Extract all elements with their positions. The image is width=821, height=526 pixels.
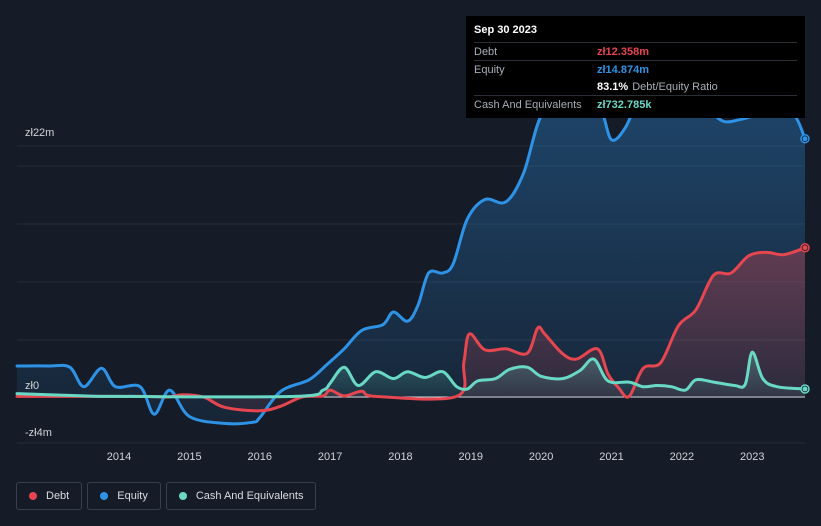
tooltip-panel: Sep 30 2023 Debt zł12.358m Equity zł14.8… (466, 16, 805, 118)
tooltip-value: zł12.358m (597, 45, 649, 58)
tooltip-row-cash: Cash And Equivalents zł732.785k (474, 95, 797, 113)
tooltip-row-equity: Equity zł14.874m (474, 60, 797, 78)
x-tick-label: 2019 (459, 451, 483, 463)
x-tick-label: 2023 (740, 451, 764, 463)
equity-end-dot (802, 136, 808, 142)
tooltip-row-ratio: 83.1% Debt/Equity Ratio (474, 78, 797, 95)
chart-legend: Debt Equity Cash And Equivalents (16, 482, 321, 510)
legend-label: Debt (46, 490, 70, 502)
equity-area (17, 55, 805, 424)
legend-item-equity[interactable]: Equity (87, 482, 161, 510)
tooltip-label: Cash And Equivalents (474, 98, 582, 111)
cash-and-equivalents-area (17, 352, 805, 397)
x-tick-label: 2022 (670, 451, 694, 463)
legend-dot-icon (178, 492, 187, 500)
x-tick-label: 2020 (529, 451, 553, 463)
tooltip-extra: Debt/Equity Ratio (632, 80, 718, 93)
x-tick-label: 2014 (107, 451, 131, 463)
tooltip-label: Equity (474, 63, 505, 76)
x-tick-label: 2016 (247, 451, 271, 463)
tooltip-value: 83.1% (597, 80, 629, 93)
legend-item-cash[interactable]: Cash And Equivalents (165, 482, 317, 510)
y-tick-label: zł0 (25, 380, 39, 392)
tooltip-label: Debt (474, 45, 498, 58)
x-tick-label: 2015 (177, 451, 201, 463)
legend-item-debt[interactable]: Debt (16, 482, 83, 510)
cash-and-equivalents-line (15, 350, 807, 399)
debt-end-dot (802, 245, 808, 251)
y-tick-label: -zł4m (25, 427, 52, 439)
cash-and-equivalents-end-dot (802, 386, 808, 392)
y-tick-label: zł22m (25, 127, 54, 139)
legend-dot-icon (29, 492, 37, 500)
debt-line (15, 246, 807, 413)
tooltip-value: zł14.874m (597, 63, 649, 76)
x-tick-label: 2017 (318, 451, 342, 463)
tooltip-row-debt: Debt zł12.358m (474, 42, 797, 60)
legend-label: Equity (117, 490, 148, 502)
tooltip-date: Sep 30 2023 (474, 24, 537, 36)
legend-dot-icon (100, 492, 109, 500)
x-tick-label: 2021 (599, 451, 623, 463)
tooltip-value: zł732.785k (597, 98, 652, 111)
legend-label: Cash And Equivalents (195, 490, 304, 502)
x-tick-label: 2018 (388, 451, 412, 463)
